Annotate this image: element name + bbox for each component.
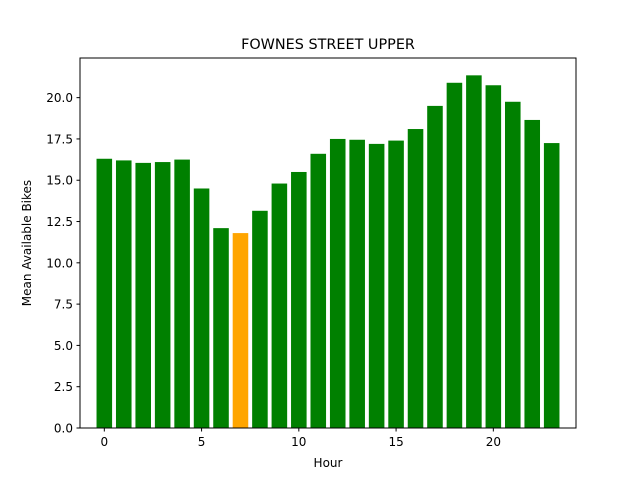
y-tick-label: 5.0 (54, 339, 73, 353)
x-axis-ticks: 0 5 10 15 20 (100, 428, 501, 449)
y-tick-label: 20.0 (46, 91, 73, 105)
bar-hour-10 (291, 171, 307, 428)
chart-title: FOWNES STREET UPPER (241, 37, 415, 53)
bar-hour-5 (193, 188, 210, 428)
y-tick-label: 10.0 (46, 256, 73, 270)
bar-hour-14 (368, 143, 385, 428)
y-tick-label: 0.0 (54, 422, 73, 436)
bar-hour-15 (388, 140, 404, 428)
y-axis-ticks: 0.0 2.5 5.0 7.5 10.0 12.5 15.0 17.5 20.0 (46, 91, 80, 436)
y-tick-label: 7.5 (54, 298, 73, 312)
bar-hour-17 (427, 105, 443, 429)
bar-hour-22 (524, 119, 541, 428)
bar-hour-7 (232, 233, 249, 428)
bar-hour-6 (213, 228, 229, 428)
y-tick-label: 15.0 (46, 174, 73, 188)
bar-hour-21 (505, 101, 521, 429)
bar-hour-23 (543, 143, 560, 428)
x-tick-label: 15 (388, 435, 403, 449)
bar-hour-4 (174, 159, 190, 428)
bar-hour-18 (446, 82, 463, 428)
bar-hour-2 (135, 162, 151, 428)
y-tick-label: 12.5 (46, 215, 73, 229)
bar-hour-13 (349, 139, 365, 428)
bar-hour-19 (466, 75, 482, 428)
bar-hour-16 (407, 129, 424, 428)
bar-hour-8 (252, 210, 268, 428)
y-tick-label: 2.5 (54, 380, 73, 394)
plot-frame (79, 57, 577, 429)
bars (96, 75, 560, 429)
x-tick-label: 20 (486, 435, 501, 449)
x-tick-label: 0 (100, 435, 108, 449)
x-axis-label: Hour (314, 456, 343, 470)
y-axis-label: Mean Available Bikes (20, 180, 34, 306)
bar-hour-3 (154, 162, 171, 428)
y-tick-label: 17.5 (46, 132, 73, 146)
bar-hour-9 (271, 183, 288, 428)
bar-hour-11 (310, 153, 327, 429)
bar-hour-0 (96, 158, 113, 428)
x-tick-label: 5 (198, 435, 206, 449)
bar-hour-12 (329, 138, 346, 428)
bar-hour-20 (485, 85, 502, 428)
bar-hour-1 (115, 160, 132, 428)
x-tick-label: 10 (291, 435, 306, 449)
